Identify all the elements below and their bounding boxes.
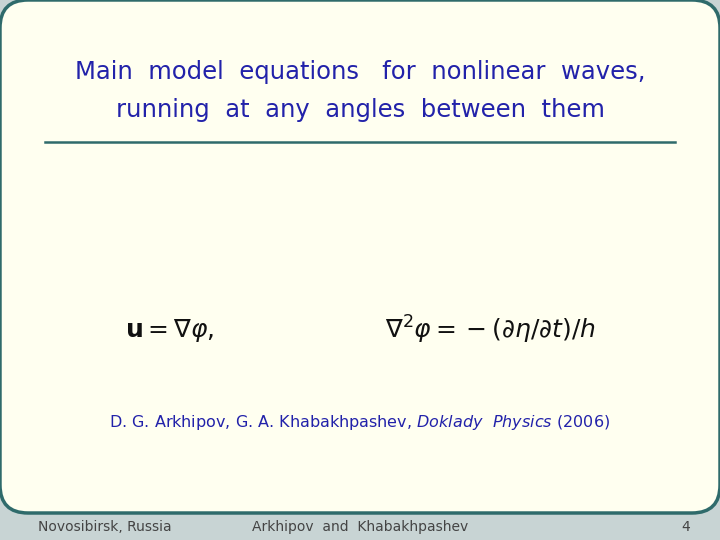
Text: Main  model  equations   for  nonlinear  waves,: Main model equations for nonlinear waves… [75,60,645,84]
Text: $\mathbf{u}=\nabla\varphi,$: $\mathbf{u}=\nabla\varphi,$ [125,316,215,343]
FancyBboxPatch shape [0,0,720,513]
Text: $\nabla^2\varphi=-(\partial\eta/\partial t)/h$: $\nabla^2\varphi=-(\partial\eta/\partial… [384,314,595,346]
Text: Arkhipov  and  Khabakhpashev: Arkhipov and Khabakhpashev [252,520,468,534]
Text: Novosibirsk, Russia: Novosibirsk, Russia [38,520,171,534]
Text: D. G. Arkhipov, G. A. Khabakhpashev, $\mathit{Doklady\ \ Physics}$ (2006): D. G. Arkhipov, G. A. Khabakhpashev, $\m… [109,413,611,431]
Text: running  at  any  angles  between  them: running at any angles between them [116,98,604,122]
Text: 4: 4 [681,520,690,534]
